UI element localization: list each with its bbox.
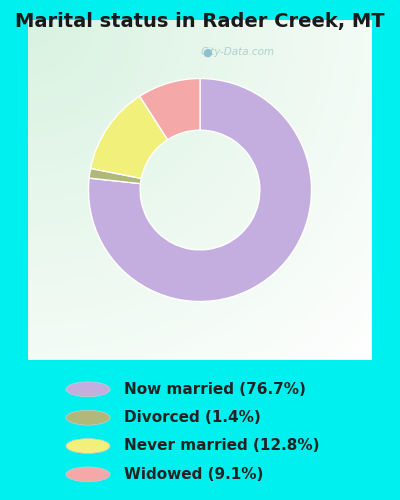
Text: Never married (12.8%): Never married (12.8%) bbox=[124, 438, 320, 454]
Text: City-Data.com: City-Data.com bbox=[201, 47, 275, 57]
Text: Now married (76.7%): Now married (76.7%) bbox=[124, 382, 306, 397]
Text: ●: ● bbox=[202, 47, 212, 57]
Text: Widowed (9.1%): Widowed (9.1%) bbox=[124, 467, 263, 482]
Circle shape bbox=[66, 410, 110, 425]
Text: Divorced (1.4%): Divorced (1.4%) bbox=[124, 410, 261, 425]
Circle shape bbox=[66, 438, 110, 454]
Text: Marital status in Rader Creek, MT: Marital status in Rader Creek, MT bbox=[15, 12, 385, 32]
Circle shape bbox=[66, 382, 110, 396]
Wedge shape bbox=[90, 96, 168, 178]
Wedge shape bbox=[89, 168, 141, 184]
Wedge shape bbox=[140, 78, 200, 140]
Circle shape bbox=[66, 467, 110, 482]
Wedge shape bbox=[88, 78, 312, 302]
